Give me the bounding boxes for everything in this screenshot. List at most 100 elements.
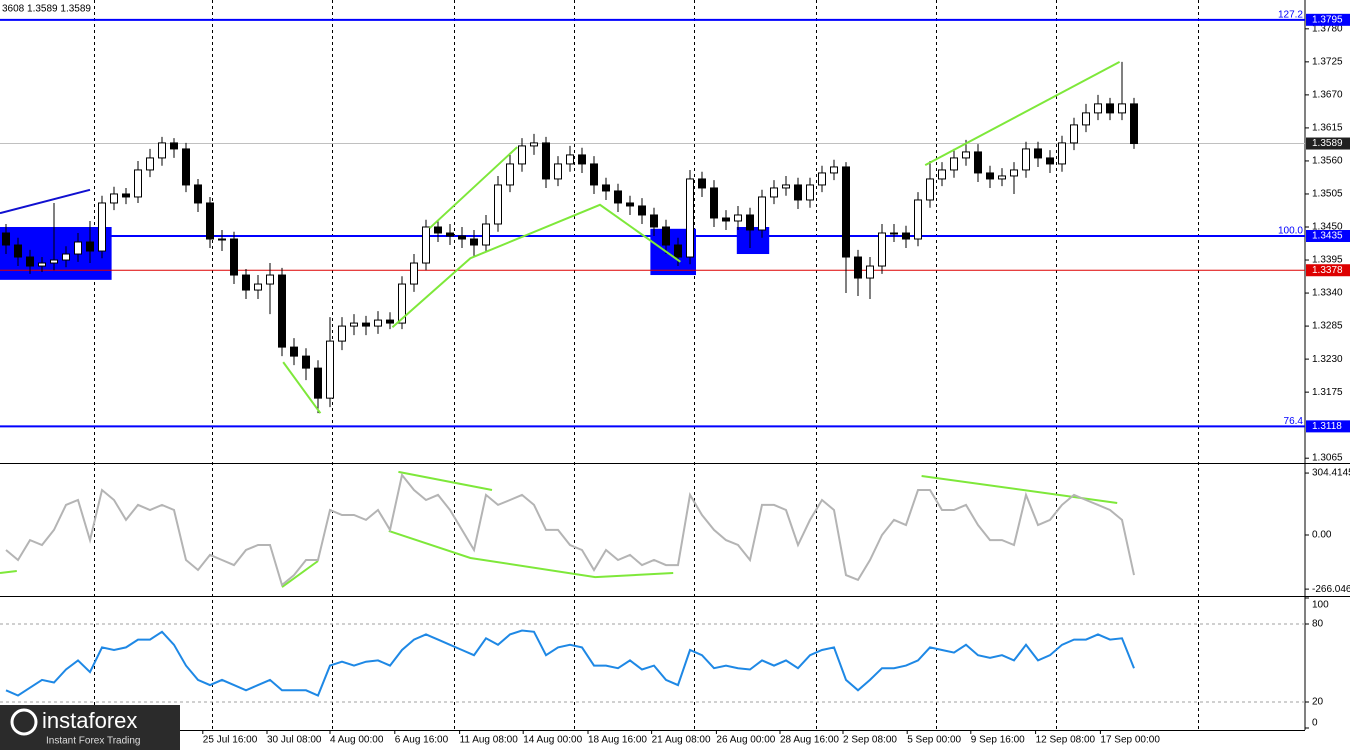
y-tick-label: 1.3615 bbox=[1312, 123, 1343, 134]
candle-body bbox=[338, 325, 346, 342]
trend-line bbox=[391, 203, 681, 329]
candle-body bbox=[158, 142, 166, 159]
x-tick-label: 18 Aug 16:00 bbox=[588, 735, 647, 746]
candle-body bbox=[62, 253, 70, 261]
candle-body bbox=[626, 202, 634, 207]
candle-body bbox=[398, 283, 406, 324]
x-tick-label: 2 Sep 08:00 bbox=[843, 735, 897, 746]
candle-body bbox=[650, 214, 658, 228]
y-tick-label: 1.3670 bbox=[1312, 90, 1343, 101]
candle-body bbox=[1058, 142, 1066, 165]
candle-body bbox=[938, 169, 946, 180]
price-box bbox=[1306, 230, 1350, 243]
candle-body bbox=[686, 178, 694, 258]
candle-body bbox=[1130, 103, 1138, 145]
candle-body bbox=[290, 346, 298, 357]
candle-body bbox=[602, 184, 610, 192]
candle-body bbox=[86, 241, 94, 252]
y-tick-label: 1.3450 bbox=[1312, 222, 1343, 233]
candle-body bbox=[170, 142, 178, 150]
trend-line bbox=[282, 361, 322, 414]
candle-body bbox=[1046, 157, 1054, 165]
candle-body bbox=[914, 199, 922, 240]
candle-body bbox=[830, 166, 838, 174]
candle-body bbox=[74, 241, 82, 255]
trend-line bbox=[924, 61, 1121, 166]
x-tick-label: 25 Jul 16:00 bbox=[203, 735, 258, 746]
y-tick-label: 1.3505 bbox=[1312, 189, 1343, 200]
candle-body bbox=[530, 142, 538, 147]
y-tick-label: 100 bbox=[1312, 600, 1329, 611]
candle-body bbox=[182, 148, 190, 186]
candle-body bbox=[98, 202, 106, 252]
y-tick-label: 0.00 bbox=[1312, 530, 1332, 541]
price-box bbox=[1306, 420, 1350, 433]
y-tick-label: 1.3285 bbox=[1312, 321, 1343, 332]
candle-body bbox=[842, 166, 850, 258]
candle-body bbox=[902, 232, 910, 240]
candle-body bbox=[14, 244, 22, 258]
x-tick-label: 30 Jul 08:00 bbox=[267, 735, 322, 746]
candle-body bbox=[374, 319, 382, 327]
time-separators bbox=[94, 0, 1199, 730]
watermark-tagline: Instant Forex Trading bbox=[46, 736, 141, 747]
trend-line bbox=[0, 570, 17, 574]
fib-label: 100.0 bbox=[1278, 226, 1303, 237]
candle-body bbox=[410, 262, 418, 285]
x-tick-label: 5 Sep 00:00 bbox=[907, 735, 961, 746]
candle-body bbox=[662, 226, 670, 246]
y-tick-label: 80 bbox=[1312, 619, 1324, 630]
candle-body bbox=[890, 232, 898, 235]
candle-body bbox=[302, 355, 310, 369]
candle-body bbox=[422, 226, 430, 264]
candle-body bbox=[746, 214, 754, 231]
candle-body bbox=[866, 265, 874, 279]
candle-body bbox=[962, 151, 970, 159]
candle-body bbox=[554, 163, 562, 180]
price-box bbox=[1306, 137, 1350, 150]
trend-line bbox=[281, 560, 319, 588]
current-price-label: 1.3589 bbox=[1312, 138, 1343, 149]
candle-body bbox=[578, 154, 586, 165]
x-tick-label: 28 Aug 16:00 bbox=[780, 735, 839, 746]
fib-label: 76.4 bbox=[1284, 416, 1304, 427]
candle-body bbox=[230, 238, 238, 276]
candle-body bbox=[818, 172, 826, 186]
y-tick-label: 1.3780 bbox=[1312, 23, 1343, 34]
watermark-logo bbox=[10, 708, 38, 736]
candle-body bbox=[734, 214, 742, 222]
watermark-brand: instaforex bbox=[42, 708, 137, 733]
candle-body bbox=[254, 283, 262, 291]
candle-body bbox=[350, 322, 358, 327]
candle-body bbox=[758, 196, 766, 231]
candle-body bbox=[206, 202, 214, 240]
trend-line bbox=[0, 188, 91, 215]
price-box-label: 1.3118 bbox=[1312, 421, 1342, 432]
x-tick-label: 26 Aug 00:00 bbox=[716, 735, 775, 746]
candle-body bbox=[722, 217, 730, 222]
candle-body bbox=[782, 184, 790, 189]
candle-body bbox=[278, 274, 286, 348]
candle-body bbox=[326, 340, 334, 399]
y-tick-label: 1.3560 bbox=[1312, 156, 1343, 167]
candle-body bbox=[878, 232, 886, 267]
candle-body bbox=[2, 232, 10, 246]
candle-body bbox=[1022, 148, 1030, 171]
candle-body bbox=[1082, 112, 1090, 126]
x-tick-label: 11 Aug 08:00 bbox=[460, 735, 519, 746]
x-tick-label: 4 Aug 00:00 bbox=[330, 735, 384, 746]
y-tick-label: 1.3725 bbox=[1312, 56, 1343, 67]
candle-body bbox=[194, 184, 202, 204]
indicator-line bbox=[5, 629, 1135, 697]
candle-body bbox=[1118, 103, 1126, 114]
candle-body bbox=[986, 172, 994, 180]
y-tick-label: 0 bbox=[1312, 718, 1318, 729]
y-tick-label: 1.3230 bbox=[1312, 354, 1343, 365]
candle-body bbox=[506, 163, 514, 186]
y-tick-label: 1.3065 bbox=[1312, 453, 1343, 464]
x-tick-label: 12 Sep 08:00 bbox=[1036, 735, 1096, 746]
trend-line bbox=[428, 146, 518, 229]
candle-body bbox=[446, 232, 454, 237]
candle-body bbox=[638, 205, 646, 216]
